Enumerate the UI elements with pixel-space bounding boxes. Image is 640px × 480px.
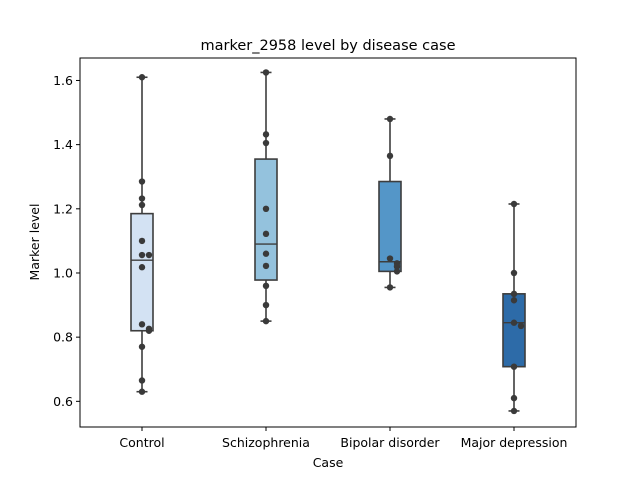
data-points	[138, 69, 525, 415]
data-point	[138, 251, 146, 259]
data-point	[145, 327, 153, 334]
data-point	[386, 284, 394, 291]
data-point	[138, 201, 146, 209]
data-point	[510, 297, 518, 304]
data-point	[510, 290, 518, 298]
data-point	[262, 69, 270, 76]
box-bipolar-disorder	[378, 118, 402, 289]
chart-title: marker_2958 level by disease case	[201, 38, 456, 54]
y-tick-label: 1.2	[53, 201, 73, 216]
data-point	[386, 152, 394, 160]
data-point	[393, 268, 401, 275]
data-point	[262, 282, 270, 290]
data-point	[138, 178, 146, 185]
data-point	[138, 377, 146, 384]
box-schizophrenia	[254, 71, 278, 322]
data-point	[262, 250, 270, 257]
y-axis-label: Marker level	[27, 204, 42, 281]
x-axis-label: Case	[313, 455, 344, 470]
data-point	[262, 262, 270, 270]
y-tick-label: 0.8	[53, 330, 73, 345]
y-tick-label: 1.4	[53, 137, 73, 152]
data-point	[510, 394, 518, 402]
x-tick-label: Bipolar disorder	[340, 435, 440, 450]
data-point	[138, 388, 146, 395]
data-point	[145, 251, 153, 259]
iqr-box	[378, 180, 402, 273]
data-point	[510, 407, 518, 415]
x-tick-label: Control	[119, 435, 164, 450]
data-point	[138, 343, 146, 350]
iqr-box	[130, 212, 154, 332]
data-point	[510, 363, 518, 370]
data-point	[138, 264, 146, 271]
iqr-box	[254, 158, 278, 281]
plot-area	[79, 57, 577, 428]
boxes	[130, 71, 526, 412]
x-axis: Control Schizophrenia Bipolar disorder Majo…	[119, 427, 567, 450]
x-tick-label: Major depression	[461, 435, 568, 450]
data-point	[386, 255, 394, 262]
data-point	[386, 115, 394, 123]
data-point	[262, 131, 270, 138]
plot-frame	[79, 57, 577, 428]
data-point	[510, 269, 518, 277]
iqr-box	[502, 293, 526, 368]
data-point	[138, 237, 146, 245]
data-point	[517, 322, 525, 330]
y-tick-label: 0.6	[53, 394, 73, 409]
data-point	[138, 195, 146, 202]
data-point	[262, 230, 270, 238]
data-point	[262, 301, 270, 309]
data-point	[138, 74, 146, 81]
data-point	[510, 319, 518, 326]
data-point	[138, 321, 146, 328]
data-point	[510, 200, 518, 208]
box-major-depression	[502, 203, 526, 412]
y-tick-label: 1.6	[53, 73, 73, 88]
y-tick-label: 1.0	[53, 265, 73, 280]
data-point	[393, 263, 401, 270]
data-point	[262, 317, 270, 325]
data-point	[262, 139, 270, 147]
x-tick-label: Schizophrenia	[222, 435, 310, 450]
y-axis: 0.6 0.8 1.0 1.2 1.4 1.6	[53, 73, 80, 409]
data-point	[262, 205, 270, 213]
